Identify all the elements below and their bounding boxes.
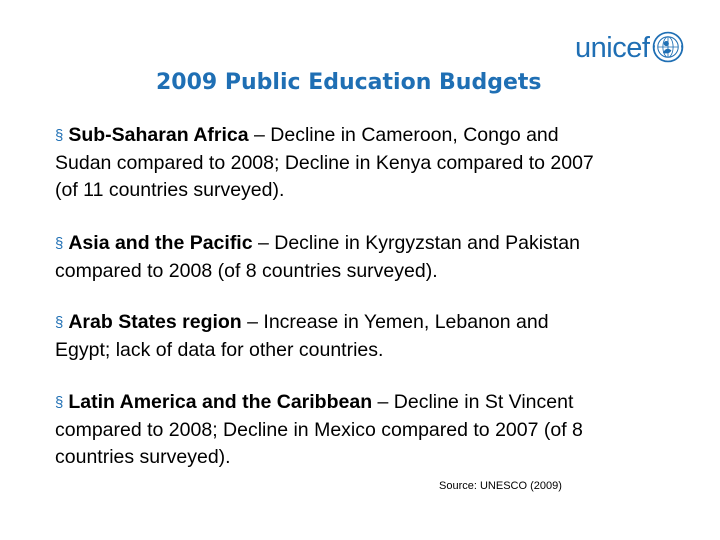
bullet-text: – Increase in Yemen, Lebanon and [241, 311, 549, 333]
bullet-text: – Decline in St Vincent [372, 391, 574, 413]
bullet-text: – Decline in Kyrgyzstan and Pakistan [252, 232, 580, 254]
region-name: Latin America and the Caribbean [68, 391, 373, 413]
bullet-asia-pacific: § Asia and the Pacific – Decline in Kyrgy… [55, 230, 580, 285]
bullet-text: compared to 2008 (of 8 countries surveye… [55, 260, 438, 282]
bullet-text: – Decline in Cameroon, Congo and [248, 124, 559, 146]
bullet-first-line: § Latin America and the Caribbean – Decli… [55, 389, 583, 417]
bullet-first-line: § Arab States region – Increase in Yemen,… [55, 309, 549, 337]
bullet-text: countries surveyed). [55, 446, 231, 468]
bullet-text: (of 11 countries surveyed). [55, 179, 285, 201]
bullet-marker-icon: § [55, 394, 64, 411]
bullet-latin-america-caribbean: § Latin America and the Caribbean – Decli… [55, 389, 583, 471]
bullet-first-line: § Sub-Saharan Africa – Decline in Cameroo… [55, 122, 594, 150]
page-title: 2009 Public Education Budgets [156, 70, 542, 95]
bullet-marker-icon: § [55, 314, 64, 331]
unicef-logo: unicef [575, 28, 685, 68]
logo-wordmark: unicef [575, 31, 650, 64]
region-name: Asia and the Pacific [68, 232, 253, 254]
bullet-text: compared to 2008; Decline in Mexico comp… [55, 419, 583, 441]
source-citation: Source: UNESCO (2009) [439, 480, 562, 492]
region-name: Arab States region [68, 311, 242, 333]
bullet-first-line: § Asia and the Pacific – Decline in Kyrgy… [55, 230, 580, 258]
bullet-sub-saharan-africa: § Sub-Saharan Africa – Decline in Cameroo… [55, 122, 594, 204]
bullet-text: Sudan compared to 2008; Decline in Kenya… [55, 152, 594, 174]
region-name: Sub-Saharan Africa [68, 124, 249, 146]
bullet-marker-icon: § [55, 235, 64, 252]
bullet-text: Egypt; lack of data for other countries. [55, 339, 384, 361]
unicef-emblem-icon [653, 31, 684, 63]
bullet-marker-icon: § [55, 127, 64, 144]
bullet-arab-states: § Arab States region – Increase in Yemen,… [55, 309, 549, 364]
